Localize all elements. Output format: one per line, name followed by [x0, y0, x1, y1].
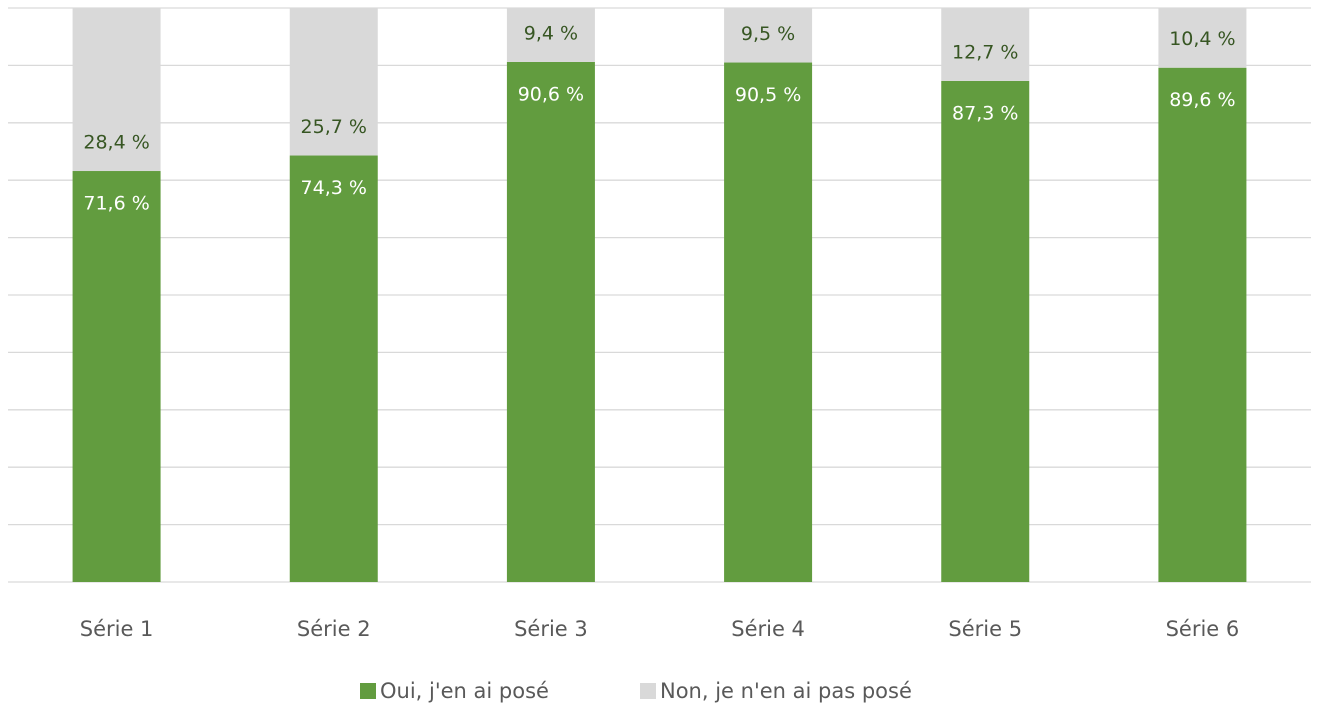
data-label: 9,4 %	[524, 22, 578, 44]
data-label: 90,6 %	[518, 83, 584, 105]
data-label: 74,3 %	[301, 177, 367, 199]
data-label: 28,4 %	[83, 132, 149, 154]
legend-swatch	[360, 683, 376, 699]
data-label: 90,5 %	[735, 84, 801, 106]
x-tick-label: Série 4	[731, 617, 805, 641]
x-tick-label: Série 5	[948, 617, 1022, 641]
data-label: 10,4 %	[1169, 28, 1235, 50]
bar-segment	[506, 61, 595, 583]
legend-label: Oui, j'en ai posé	[380, 679, 549, 703]
bar-segment	[506, 8, 595, 62]
bar-segment	[724, 8, 813, 63]
legend-swatch	[640, 683, 656, 699]
bar-segment	[72, 171, 161, 583]
bar-segment	[72, 8, 161, 172]
bar-segment	[941, 8, 1030, 81]
data-label: 12,7 %	[952, 41, 1018, 63]
x-tick-label: Série 6	[1166, 617, 1240, 641]
bar-segment	[1158, 67, 1247, 583]
legend-label: Non, je n'en ai pas posé	[660, 679, 912, 703]
x-tick-label: Série 2	[297, 617, 371, 641]
bar-segment	[289, 155, 378, 582]
data-label: 25,7 %	[301, 116, 367, 138]
data-label: 9,5 %	[741, 23, 795, 45]
bar-segment	[1158, 8, 1247, 68]
x-tick-label: Série 1	[80, 617, 154, 641]
bar-segment	[724, 62, 813, 582]
bar-segment	[289, 8, 378, 156]
x-tick-label: Série 3	[514, 617, 588, 641]
data-label: 71,6 %	[83, 193, 149, 215]
bar-segment	[941, 80, 1030, 582]
data-label: 87,3 %	[952, 102, 1018, 124]
data-label: 89,6 %	[1169, 89, 1235, 111]
